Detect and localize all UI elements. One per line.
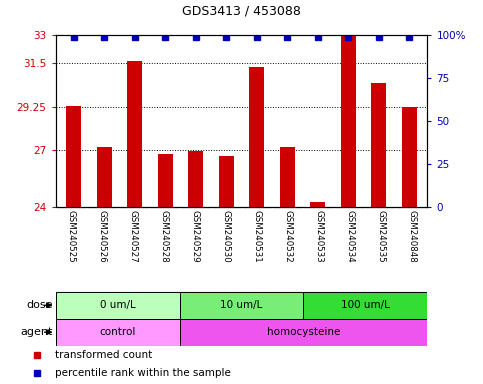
Text: 10 um/L: 10 um/L bbox=[220, 300, 263, 310]
Text: 100 um/L: 100 um/L bbox=[341, 300, 390, 310]
Text: GSM240528: GSM240528 bbox=[159, 210, 169, 263]
Bar bbox=[180, 292, 303, 319]
Bar bbox=[280, 147, 295, 207]
Bar bbox=[97, 147, 112, 207]
Text: homocysteine: homocysteine bbox=[267, 327, 340, 337]
Text: GSM240535: GSM240535 bbox=[376, 210, 385, 263]
Bar bbox=[303, 292, 427, 319]
Text: agent: agent bbox=[21, 327, 53, 337]
Text: GSM240529: GSM240529 bbox=[190, 210, 199, 263]
Text: dose: dose bbox=[27, 300, 53, 310]
Bar bbox=[310, 202, 326, 207]
Text: GSM240531: GSM240531 bbox=[253, 210, 261, 263]
Text: GSM240534: GSM240534 bbox=[345, 210, 355, 263]
Text: GSM240533: GSM240533 bbox=[314, 210, 324, 263]
Bar bbox=[341, 35, 356, 207]
Text: GDS3413 / 453088: GDS3413 / 453088 bbox=[182, 4, 301, 17]
Text: GSM240532: GSM240532 bbox=[284, 210, 293, 263]
Text: 0 um/L: 0 um/L bbox=[99, 300, 135, 310]
Text: GSM240525: GSM240525 bbox=[67, 210, 75, 263]
Bar bbox=[401, 107, 417, 207]
Bar bbox=[66, 106, 82, 207]
Text: transformed count: transformed count bbox=[55, 350, 152, 360]
Bar bbox=[56, 319, 180, 346]
Bar bbox=[219, 157, 234, 207]
Bar bbox=[157, 154, 173, 207]
Bar bbox=[188, 151, 203, 207]
Text: GSM240527: GSM240527 bbox=[128, 210, 138, 263]
Text: GSM240530: GSM240530 bbox=[222, 210, 230, 263]
Bar bbox=[180, 319, 427, 346]
Bar bbox=[56, 292, 180, 319]
Text: GSM240526: GSM240526 bbox=[98, 210, 107, 263]
Bar bbox=[371, 83, 386, 207]
Text: control: control bbox=[99, 327, 136, 337]
Bar bbox=[249, 67, 264, 207]
Text: GSM240848: GSM240848 bbox=[408, 210, 416, 263]
Bar bbox=[127, 61, 142, 207]
Text: percentile rank within the sample: percentile rank within the sample bbox=[55, 367, 230, 377]
